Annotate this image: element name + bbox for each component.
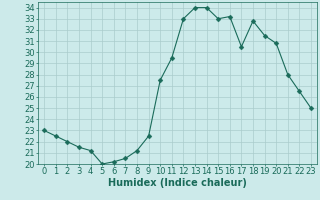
X-axis label: Humidex (Indice chaleur): Humidex (Indice chaleur): [108, 178, 247, 188]
